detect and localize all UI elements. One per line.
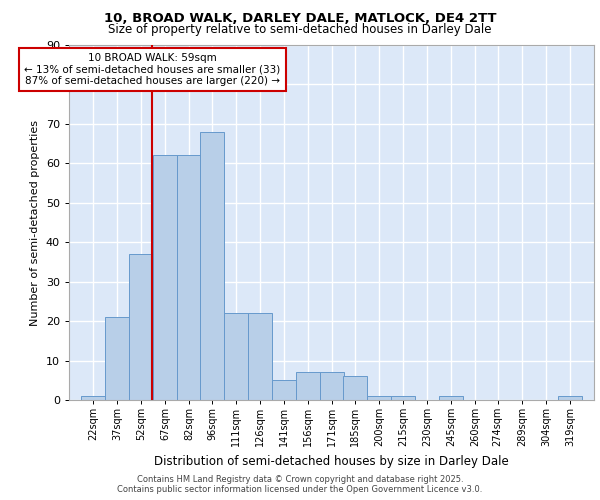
Bar: [224, 313, 248, 400]
Bar: [439, 396, 463, 400]
Bar: [129, 254, 153, 400]
Bar: [558, 396, 582, 400]
Bar: [272, 380, 296, 400]
X-axis label: Distribution of semi-detached houses by size in Darley Dale: Distribution of semi-detached houses by …: [154, 454, 509, 468]
Text: Contains HM Land Registry data © Crown copyright and database right 2025.
Contai: Contains HM Land Registry data © Crown c…: [118, 474, 482, 494]
Bar: [367, 396, 391, 400]
Bar: [178, 156, 202, 400]
Bar: [200, 132, 224, 400]
Bar: [320, 372, 344, 400]
Text: 10 BROAD WALK: 59sqm
← 13% of semi-detached houses are smaller (33)
87% of semi-: 10 BROAD WALK: 59sqm ← 13% of semi-detac…: [25, 53, 281, 86]
Y-axis label: Number of semi-detached properties: Number of semi-detached properties: [30, 120, 40, 326]
Bar: [153, 156, 178, 400]
Text: Size of property relative to semi-detached houses in Darley Dale: Size of property relative to semi-detach…: [108, 24, 492, 36]
Bar: [248, 313, 272, 400]
Bar: [296, 372, 320, 400]
Bar: [81, 396, 105, 400]
Text: 10, BROAD WALK, DARLEY DALE, MATLOCK, DE4 2TT: 10, BROAD WALK, DARLEY DALE, MATLOCK, DE…: [104, 12, 496, 26]
Bar: [105, 317, 129, 400]
Bar: [343, 376, 367, 400]
Bar: [391, 396, 415, 400]
